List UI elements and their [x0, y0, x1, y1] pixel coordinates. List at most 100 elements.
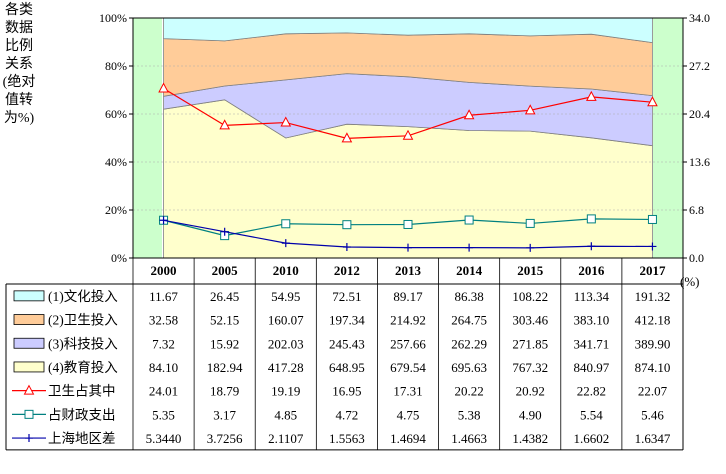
line-3-point-1 [159, 216, 168, 225]
table-cell: 5.54 [580, 407, 603, 422]
table-cell: 417.28 [268, 360, 304, 375]
right-tick-label: 27.2 [689, 59, 710, 73]
x-tick-label: 2015 [517, 263, 544, 278]
line-1-point-5 [402, 129, 414, 140]
legend-swatch-1 [13, 290, 45, 302]
x-tick-label: 2014 [456, 263, 483, 278]
table-cell: 1.4694 [390, 431, 426, 446]
line-2-point-9 [647, 214, 657, 224]
table-cell: 197.34 [329, 313, 365, 328]
table-cell: 264.75 [451, 313, 487, 328]
plot-band-right [653, 18, 683, 258]
table-cell: 113.34 [574, 289, 610, 304]
x-tick-label: 2012 [334, 263, 360, 278]
table-cell: 4.72 [336, 407, 359, 422]
right-tick-label: 20.4 [689, 107, 710, 121]
x-tick-label: 2013 [395, 263, 422, 278]
table-cell: 383.10 [573, 313, 609, 328]
table-cell: 271.85 [512, 336, 548, 351]
table-cell: 245.43 [329, 336, 365, 351]
right-axis-unit: (%) [680, 274, 700, 289]
line-2-point-3 [281, 219, 291, 229]
table-cell: 108.22 [512, 289, 548, 304]
line-1-point-9 [647, 96, 658, 107]
table-cell: 4.85 [274, 407, 297, 422]
table-cell: 26.45 [210, 289, 239, 304]
left-axis-label: 各类数据比例关系(绝对值转为%) [2, 3, 36, 126]
legend-swatch-2 [13, 314, 45, 325]
table-cell: 24.01 [149, 384, 178, 399]
left-tick-label: 60% [105, 107, 127, 121]
legend-label: (2)卫生投入 [48, 313, 118, 328]
table-cell: 54.95 [271, 289, 300, 304]
line-3-point-9 [648, 242, 657, 251]
legend-marker-6 [24, 409, 34, 419]
table-cell: 22.07 [638, 384, 668, 399]
line-2-point-4 [342, 220, 352, 230]
table-cell: 84.10 [149, 360, 178, 375]
table-cell: 840.97 [573, 360, 609, 375]
table-cell: 5.46 [641, 407, 664, 422]
table-cell: 86.38 [454, 289, 483, 304]
table-cell: 11.67 [149, 289, 178, 304]
legend-label: (3)科技投入 [48, 336, 118, 351]
table-cell: 20.92 [516, 384, 545, 399]
legend-label: 上海地区差 [48, 431, 116, 446]
table-cell: 7.32 [152, 336, 175, 351]
table-cell: 1.6347 [635, 431, 671, 446]
left-tick-label: 0% [111, 251, 127, 265]
table-cell: 679.54 [390, 360, 426, 375]
axes: 0% 20% 40% 60% 80% 100% 0.0 6.8 13.6 20.4 27.2 34.0 [99, 11, 710, 265]
table-cell: 1.5563 [329, 431, 365, 446]
left-tick-label: 20% [105, 203, 127, 217]
table-cell: 1.4663 [451, 431, 487, 446]
table-cell: 32.58 [149, 313, 178, 328]
table-cell: 648.95 [329, 360, 365, 375]
table-cell: 22.82 [577, 384, 606, 399]
data-table: 2000 2005 2010 2012 2013 2014 2015 2016 2017 (1)文… [5, 258, 684, 451]
table-cell: 16.95 [332, 384, 361, 399]
x-tick-label: 2016 [578, 263, 605, 278]
table-cell: 17.31 [393, 384, 422, 399]
left-tick-label: 100% [99, 11, 127, 25]
table-cell: 1.6602 [573, 431, 609, 446]
table-cell: 15.92 [210, 336, 239, 351]
x-tick-label: 2005 [212, 263, 239, 278]
legend-swatch-4 [13, 361, 45, 373]
table-cell: 2.1107 [268, 431, 304, 446]
legend-label: (1)文化投入 [48, 289, 118, 304]
x-tick-label: 2010 [273, 263, 299, 278]
table-cell: 5.3440 [146, 431, 182, 446]
table-cell: 341.71 [573, 336, 609, 351]
table-cell: 3.17 [213, 407, 236, 422]
table-cell: 3.7256 [207, 431, 243, 446]
right-tick-label: 34.0 [689, 11, 710, 25]
line-3-point-6 [465, 243, 474, 252]
line-3-point-3 [281, 239, 290, 248]
plot-border [132, 17, 684, 259]
line-1-point-7 [524, 104, 536, 115]
left-tick-label: 80% [105, 59, 127, 73]
table-cell: 20.22 [454, 384, 483, 399]
legend-marker-7 [25, 434, 33, 443]
legend-marker-5 [23, 384, 35, 395]
line-1-point-6 [463, 109, 475, 120]
line-2-point-5 [403, 219, 413, 229]
table-cell: 5.35 [152, 407, 175, 422]
line-2-point-8 [586, 214, 596, 224]
table-cell: 160.07 [268, 313, 304, 328]
table-cell: 262.29 [451, 336, 487, 351]
left-tick-label: 40% [105, 155, 127, 169]
table-cell: 5.38 [458, 407, 481, 422]
line-1-point-2 [219, 119, 230, 130]
right-tick-label: 6.8 [689, 203, 704, 217]
plot-band-left [133, 18, 162, 258]
stacked-areas [163, 17, 653, 259]
table-cell: 18.79 [210, 384, 239, 399]
x-tick-label: 2000 [151, 263, 177, 278]
line-1-point-1 [158, 82, 169, 93]
line-3-point-7 [526, 243, 535, 252]
table-cell: 412.18 [635, 313, 671, 328]
line-1-point-3 [280, 116, 292, 127]
